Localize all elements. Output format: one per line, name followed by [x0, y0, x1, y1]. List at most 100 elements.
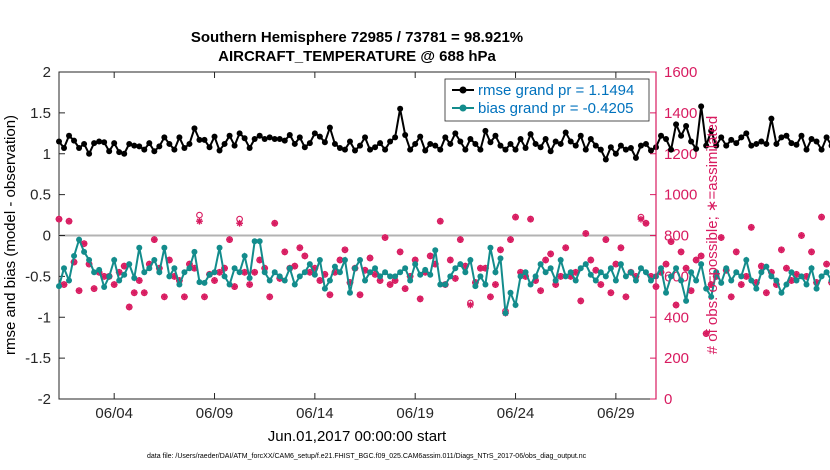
rmse-point	[637, 142, 644, 149]
bias-point	[231, 265, 238, 272]
obs-assimilated-point	[381, 234, 389, 241]
rmse-point	[552, 138, 559, 145]
rmse-point	[537, 144, 544, 151]
rmse-point	[778, 134, 785, 141]
bias-point	[216, 244, 223, 251]
obs-assimilated-point	[682, 264, 690, 272]
bias-point	[642, 269, 649, 276]
rmse-point	[678, 132, 685, 139]
obs-assimilated-point	[401, 285, 409, 293]
rmse-point	[66, 132, 73, 139]
obs-assimilated-point	[135, 277, 143, 284]
obs-assimilated-point	[737, 281, 745, 288]
bias-point	[437, 281, 444, 288]
rmse-point	[647, 147, 654, 154]
bias-point	[482, 281, 489, 288]
rmse-point	[221, 140, 228, 147]
bias-point	[798, 273, 805, 280]
rmse-point	[101, 139, 108, 146]
bias-point	[683, 297, 690, 304]
bias-point	[412, 261, 419, 268]
x-tick-label: 06/24	[497, 405, 535, 422]
obs-assimilated-point	[717, 234, 725, 241]
bias-point	[793, 277, 800, 284]
rmse-point	[286, 131, 293, 138]
bias-point	[632, 277, 639, 284]
bias-point	[306, 261, 313, 268]
obs-assimilated-point	[778, 246, 785, 254]
rmse-point	[698, 103, 705, 110]
rmse-point	[557, 140, 564, 147]
x-tick-label: 06/09	[196, 405, 234, 422]
bias-point	[422, 266, 429, 273]
legend-rmse-marker	[459, 86, 467, 94]
obs-assimilated-point	[667, 238, 675, 246]
bias-point	[291, 281, 298, 288]
rmse-point	[281, 137, 288, 144]
rmse-point	[226, 132, 233, 139]
rmse-point	[161, 134, 168, 141]
rmse-point	[572, 142, 579, 149]
rmse-point	[512, 146, 519, 153]
rmse-point	[377, 140, 384, 147]
bias-point	[743, 257, 750, 264]
rmse-point	[482, 127, 489, 134]
rmse-point	[61, 145, 68, 152]
rmse-point	[467, 136, 474, 143]
obs-assimilated-point	[60, 281, 68, 288]
bias-point	[271, 269, 278, 276]
rmse-point	[301, 144, 308, 151]
bias-point	[326, 277, 333, 284]
obs-assimilated-point	[386, 281, 394, 288]
obs-assimilated-point	[416, 295, 424, 303]
bias-point	[256, 238, 263, 245]
obs-assimilated-point	[396, 248, 404, 256]
rmse-point	[718, 134, 725, 141]
bias-point	[467, 257, 474, 264]
bias-point	[497, 255, 504, 262]
obs-assimilated-point	[818, 213, 825, 221]
rmse-point	[81, 140, 88, 147]
bias-point	[377, 273, 384, 280]
right-y-tick-label: 0	[664, 391, 672, 408]
obs-assimilated-point	[140, 289, 148, 297]
bias-point	[557, 257, 564, 264]
rmse-point	[201, 136, 208, 143]
obs-assimilated-point	[577, 297, 585, 305]
bias-point	[341, 257, 348, 264]
obs-assimilated-point	[316, 277, 324, 284]
obs-assimilated-point	[607, 289, 615, 297]
bias-point	[517, 273, 524, 280]
rmse-point	[683, 122, 690, 129]
rmse-point	[758, 138, 765, 145]
rmse-point	[502, 146, 509, 153]
bias-point	[537, 261, 544, 268]
bias-point	[587, 271, 594, 278]
obs-assimilated-point	[783, 264, 790, 272]
bias-point	[241, 252, 248, 259]
obs-assimilated-point	[732, 248, 740, 256]
bias-point	[156, 269, 163, 276]
bias-point	[196, 279, 203, 286]
rmse-point	[522, 145, 529, 152]
bias-point	[211, 269, 218, 276]
rmse-point	[803, 146, 810, 153]
bias-point	[663, 289, 670, 296]
bias-point	[487, 244, 494, 251]
bias-point	[201, 279, 208, 286]
rmse-point	[326, 124, 333, 131]
rmse-point	[176, 134, 183, 141]
bias-point	[141, 269, 148, 276]
rmse-point	[367, 146, 374, 153]
bias-point	[562, 273, 569, 280]
left-y-tick-label: -2	[38, 391, 51, 408]
rmse-point	[733, 140, 740, 147]
rmse-point	[658, 132, 665, 139]
rmse-point	[256, 132, 263, 139]
rmse-point	[728, 136, 735, 143]
bias-point	[693, 277, 700, 284]
rmse-point	[432, 142, 439, 149]
obs-assimilated-point	[150, 236, 158, 243]
obs-assimilated-point	[120, 262, 128, 270]
obs-assimilated-point	[697, 252, 705, 260]
